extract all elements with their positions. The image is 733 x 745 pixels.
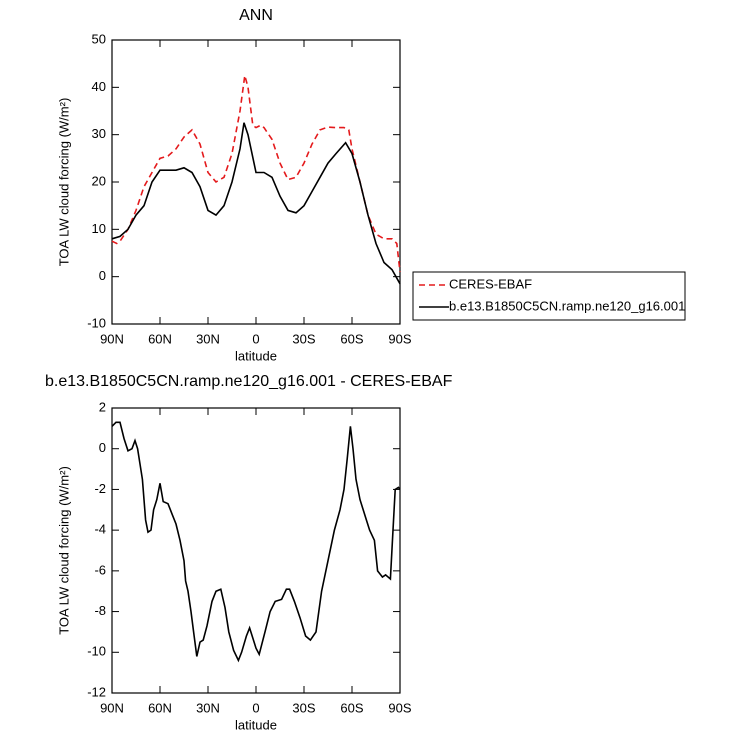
y-tick-label: 2	[99, 399, 106, 414]
plot-frame	[111, 407, 401, 694]
x-tick-label: 30S	[292, 700, 315, 715]
x-tick-label: 90N	[100, 331, 124, 346]
y-tick-label: 20	[92, 173, 106, 188]
x-tick-label: 90S	[388, 331, 411, 346]
y-tick-label: 0	[99, 440, 106, 455]
legend-label: b.e13.B1850C5CN.ramp.ne120_g16.001	[449, 298, 685, 313]
legend-label: CERES-EBAF	[449, 276, 532, 291]
y-tick-label: -8	[94, 603, 106, 618]
y-tick-label: -4	[94, 522, 106, 537]
y-tick-label: -10	[87, 644, 106, 659]
x-tick-label: 30N	[196, 700, 220, 715]
y-tick-label: -10	[87, 315, 106, 330]
x-tick-label: 0	[252, 700, 259, 715]
x-tick-label: 90N	[100, 700, 124, 715]
plot-frame	[111, 39, 401, 325]
chart-title: b.e13.B1850C5CN.ramp.ne120_g16.001 - CER…	[45, 373, 453, 390]
y-tick-label: 50	[92, 31, 106, 46]
y-tick-label: 0	[99, 268, 106, 283]
x-axis-label: latitude	[235, 348, 277, 363]
legend-box	[412, 271, 686, 321]
y-axis-label: TOA LW cloud forcing (W/m²)	[56, 98, 71, 267]
x-tick-label: 60N	[148, 700, 172, 715]
x-tick-label: 30N	[196, 331, 220, 346]
y-tick-label: -12	[87, 684, 106, 699]
data-line	[111, 421, 401, 663]
plot: b.e13.B1850C5CN.ramp.ne120_g16.001 - CER…	[45, 373, 453, 732]
data-line	[111, 75, 401, 272]
plot: ANN -10 0 10 20 30 40 50 90N 60N 30N 0 30S 60S 90S lati…	[56, 7, 686, 363]
y-tick-label: -6	[94, 562, 106, 577]
y-tick-label: 40	[92, 79, 106, 94]
y-axis-label: TOA LW cloud forcing (W/m²)	[56, 466, 71, 635]
y-tick-label: 30	[92, 126, 106, 141]
y-tick-label: -2	[94, 481, 106, 496]
x-tick-label: 30S	[292, 331, 315, 346]
x-axis-label: latitude	[235, 717, 277, 732]
data-line	[111, 122, 401, 285]
y-tick-label: 10	[92, 221, 106, 236]
x-tick-label: 90S	[388, 700, 411, 715]
x-tick-label: 0	[252, 331, 259, 346]
x-tick-label: 60S	[340, 331, 363, 346]
chart-title: ANN	[239, 7, 273, 24]
x-tick-label: 60S	[340, 700, 363, 715]
x-tick-label: 60N	[148, 331, 172, 346]
